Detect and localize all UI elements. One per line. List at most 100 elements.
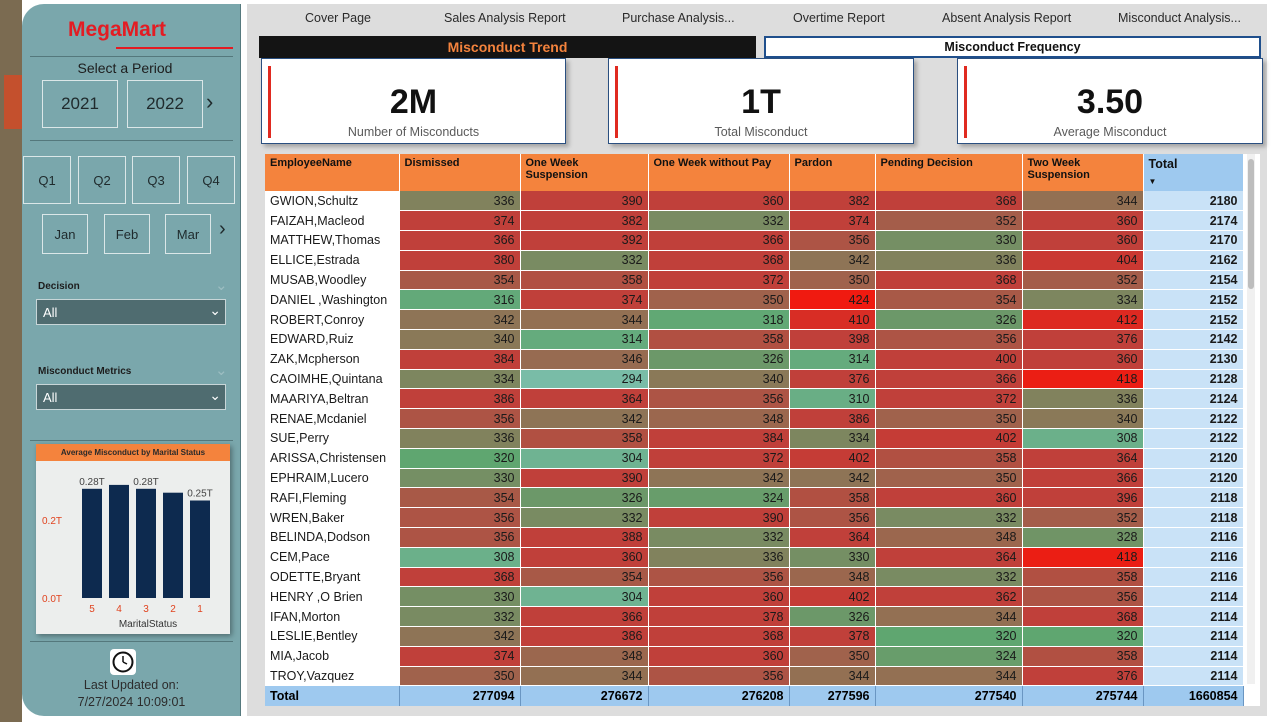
table-row[interactable]: IFAN,Morton 332 366 378 326 344 368 2114 <box>265 606 1244 628</box>
heatmap-cell[interactable]: 344 <box>789 666 876 687</box>
heatmap-cell[interactable]: 358 <box>1022 646 1144 667</box>
employee-name-cell[interactable]: BELINDA,Dodson <box>265 527 400 548</box>
heatmap-cell[interactable]: 344 <box>875 666 1023 687</box>
heatmap-cell[interactable]: 360 <box>648 191 790 212</box>
heatmap-cell[interactable]: 324 <box>648 487 790 509</box>
heatmap-cell[interactable]: 320 <box>1022 626 1144 647</box>
heatmap-cell[interactable]: 330 <box>875 230 1023 251</box>
heatmap-cell[interactable]: 350 <box>875 468 1023 489</box>
row-total-cell[interactable]: 2180 <box>1143 191 1244 212</box>
row-total-cell[interactable]: 2162 <box>1143 250 1244 271</box>
heatmap-cell[interactable]: 326 <box>648 349 790 370</box>
heatmap-cell[interactable]: 374 <box>789 210 876 232</box>
row-total-cell[interactable]: 2114 <box>1143 606 1244 628</box>
year-2021-button[interactable]: 2021 <box>42 80 118 128</box>
heatmap-cell[interactable]: 356 <box>648 388 790 410</box>
table-row[interactable]: BELINDA,Dodson 356 388 332 364 348 328 2116 <box>265 527 1244 548</box>
scrollbar-thumb[interactable] <box>1248 159 1254 289</box>
heatmap-cell[interactable]: 310 <box>789 388 876 410</box>
employee-name-cell[interactable]: ODETTE,Bryant <box>265 567 400 588</box>
heatmap-cell[interactable]: 398 <box>789 329 876 350</box>
heatmap-cell[interactable]: 356 <box>399 408 521 430</box>
employee-name-cell[interactable]: DANIEL ,Washington <box>265 289 400 311</box>
heatmap-cell[interactable]: 340 <box>1022 408 1144 430</box>
row-total-cell[interactable]: 2114 <box>1143 586 1244 608</box>
heatmap-cell[interactable]: 352 <box>1022 507 1144 529</box>
table-row[interactable]: RAFI,Fleming 354 326 324 358 360 396 2118 <box>265 487 1244 509</box>
row-total-cell[interactable]: 2128 <box>1143 369 1244 390</box>
employee-name-cell[interactable]: MIA,Jacob <box>265 646 400 667</box>
table-row[interactable]: ODETTE,Bryant 368 354 356 348 332 358 2116 <box>265 567 1244 588</box>
heatmap-cell[interactable]: 366 <box>399 230 521 251</box>
heatmap-cell[interactable]: 376 <box>1022 666 1144 687</box>
heatmap-cell[interactable]: 358 <box>520 428 649 449</box>
heatmap-cell[interactable]: 342 <box>789 250 876 271</box>
tab-cover-page[interactable]: Cover Page <box>305 11 372 25</box>
row-total-cell[interactable]: 2122 <box>1143 428 1244 449</box>
employee-name-cell[interactable]: LESLIE,Bentley <box>265 626 400 647</box>
heatmap-cell[interactable]: 358 <box>789 487 876 509</box>
heatmap-cell[interactable]: 358 <box>1022 567 1144 588</box>
row-total-cell[interactable]: 2116 <box>1143 547 1244 568</box>
employee-name-cell[interactable]: EPHRAIM,Lucero <box>265 468 400 489</box>
heatmap-cell[interactable]: 334 <box>399 369 521 390</box>
row-total-cell[interactable]: 2142 <box>1143 329 1244 350</box>
heatmap-cell[interactable]: 392 <box>520 230 649 251</box>
heatmap-cell[interactable]: 330 <box>399 468 521 489</box>
heatmap-cell[interactable]: 344 <box>520 309 649 331</box>
row-total-cell[interactable]: 2120 <box>1143 468 1244 489</box>
heatmap-cell[interactable]: 360 <box>648 586 790 608</box>
heatmap-cell[interactable]: 360 <box>520 547 649 568</box>
row-total-cell[interactable]: 2120 <box>1143 448 1244 469</box>
table-row[interactable]: MAARIYA,Beltran 386 364 356 310 372 336 2124 <box>265 388 1244 410</box>
heatmap-cell[interactable]: 326 <box>875 309 1023 331</box>
heatmap-cell[interactable]: 366 <box>1022 468 1144 489</box>
employee-name-cell[interactable]: HENRY ,O Brien <box>265 586 400 608</box>
heatmap-cell[interactable]: 382 <box>789 191 876 212</box>
heatmap-cell[interactable]: 368 <box>648 250 790 271</box>
heatmap-cell[interactable]: 372 <box>648 448 790 469</box>
sort-descending-icon[interactable]: ▼ <box>1148 177 1157 186</box>
row-total-cell[interactable]: 2116 <box>1143 527 1244 548</box>
employee-name-cell[interactable]: MUSAB,Woodley <box>265 270 400 291</box>
heatmap-cell[interactable]: 368 <box>648 626 790 647</box>
decision-dropdown[interactable]: All ⌄ <box>36 299 226 325</box>
row-total-cell[interactable]: 2114 <box>1143 626 1244 647</box>
heatmap-cell[interactable]: 354 <box>875 289 1023 311</box>
heatmap-cell[interactable]: 366 <box>520 606 649 628</box>
heatmap-cell[interactable]: 364 <box>1022 448 1144 469</box>
employee-name-cell[interactable]: EDWARD,Ruiz <box>265 329 400 350</box>
heatmap-cell[interactable]: 334 <box>1022 289 1144 311</box>
heatmap-cell[interactable]: 374 <box>399 210 521 232</box>
heatmap-cell[interactable]: 386 <box>789 408 876 430</box>
column-header-employee-name[interactable]: EmployeeName <box>265 154 400 191</box>
employee-name-cell[interactable]: WREN,Baker <box>265 507 400 529</box>
year-2022-button[interactable]: 2022 <box>127 80 203 128</box>
heatmap-cell[interactable]: 384 <box>648 428 790 449</box>
heatmap-cell[interactable]: 356 <box>648 567 790 588</box>
employee-name-cell[interactable]: CAOIMHE,Quintana <box>265 369 400 390</box>
heatmap-cell[interactable]: 356 <box>789 230 876 251</box>
row-total-cell[interactable]: 2154 <box>1143 270 1244 291</box>
employee-name-cell[interactable]: MAARIYA,Beltran <box>265 388 400 410</box>
month-feb-button[interactable]: Feb <box>104 214 150 254</box>
heatmap-cell[interactable]: 358 <box>875 448 1023 469</box>
heatmap-cell[interactable]: 354 <box>520 567 649 588</box>
table-row[interactable]: EDWARD,Ruiz 340 314 358 398 356 376 2142 <box>265 329 1244 350</box>
heatmap-cell[interactable]: 364 <box>520 388 649 410</box>
heatmap-cell[interactable]: 386 <box>399 388 521 410</box>
row-total-cell[interactable]: 2114 <box>1143 646 1244 667</box>
heatmap-cell[interactable]: 368 <box>1022 606 1144 628</box>
row-total-cell[interactable]: 2124 <box>1143 388 1244 410</box>
column-header-one-week-without-pay[interactable]: One Week without Pay <box>648 154 790 191</box>
chevron-right-icon[interactable]: › <box>206 89 214 114</box>
heatmap-cell[interactable]: 294 <box>520 369 649 390</box>
row-total-cell[interactable]: 2130 <box>1143 349 1244 370</box>
table-row[interactable]: ELLICE,Estrada 380 332 368 342 336 404 2162 <box>265 250 1244 271</box>
heatmap-cell[interactable]: 362 <box>875 586 1023 608</box>
heatmap-cell[interactable]: 354 <box>399 270 521 291</box>
heatmap-cell[interactable]: 342 <box>399 626 521 647</box>
heatmap-cell[interactable]: 330 <box>399 586 521 608</box>
heatmap-cell[interactable]: 418 <box>1022 369 1144 390</box>
tab-misconduct-analysis[interactable]: Misconduct Analysis... <box>1118 11 1241 25</box>
